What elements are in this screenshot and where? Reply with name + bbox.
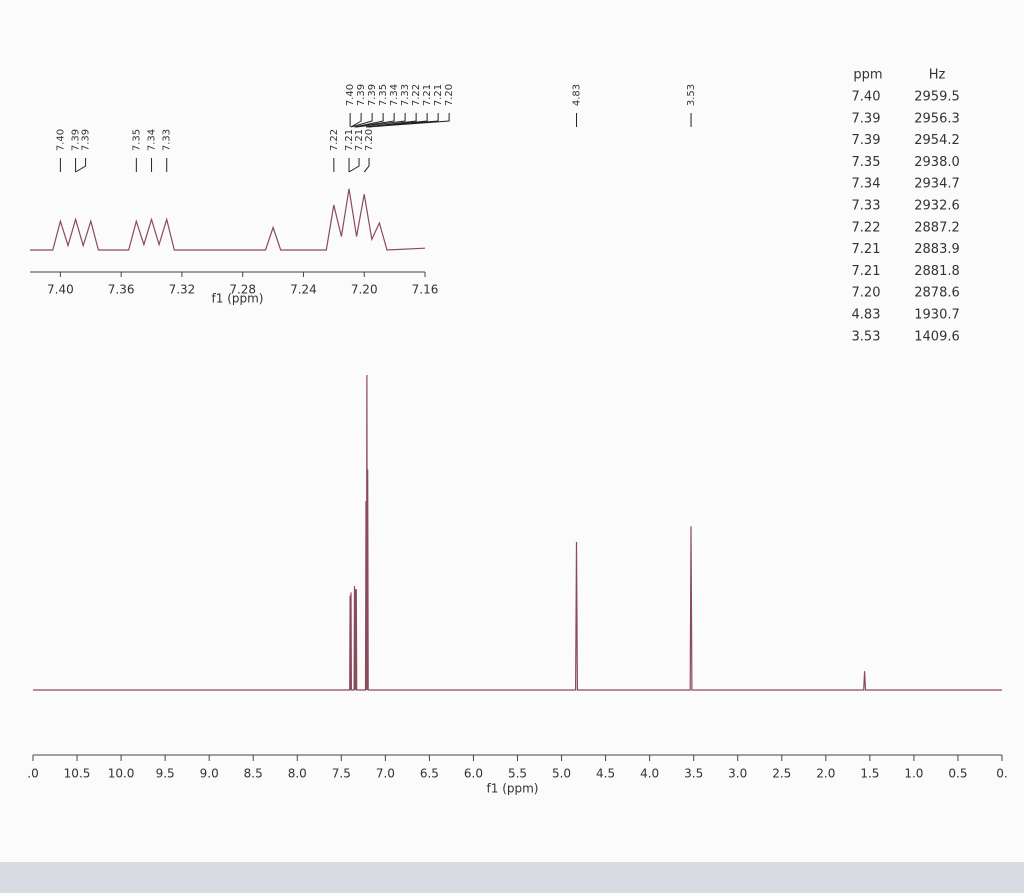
peak-label: 7.20 xyxy=(364,129,375,151)
table-header: Hz xyxy=(929,68,946,83)
table-cell: 2878.6 xyxy=(914,286,960,301)
peak-label: 7.35 xyxy=(378,84,389,106)
page-edge xyxy=(0,862,1024,893)
table-cell: 1930.7 xyxy=(914,308,960,323)
x-tick-label: 6.0 xyxy=(464,767,483,781)
peak-leader xyxy=(355,113,395,128)
peak-label: 7.22 xyxy=(411,84,422,106)
spectrum-line xyxy=(33,374,1002,691)
table-cell: 7.35 xyxy=(852,155,881,170)
peak-label: 7.21 xyxy=(354,129,365,151)
table-cell: 7.33 xyxy=(852,199,881,214)
peak-label: 7.21 xyxy=(433,84,444,106)
x-tick-label: 7.36 xyxy=(108,283,135,297)
table-cell: 2934.7 xyxy=(914,177,960,192)
table-cell: 7.21 xyxy=(852,242,881,257)
x-axis-title: f1 (ppm) xyxy=(487,782,539,796)
peak-label: 7.39 xyxy=(81,129,92,151)
x-tick-label: 7.28 xyxy=(229,283,256,297)
table-cell: 7.39 xyxy=(852,111,881,126)
x-tick-label: 7.0 xyxy=(376,767,395,781)
peak-label: 7.20 xyxy=(444,84,455,106)
table-cell: 1409.6 xyxy=(914,329,960,344)
x-tick-label: 4.5 xyxy=(596,767,615,781)
x-tick-label: 10.5 xyxy=(64,767,91,781)
peak-label: 7.39 xyxy=(71,129,82,151)
peak-leader xyxy=(356,113,406,128)
x-tick-label: 3.0 xyxy=(728,767,747,781)
peak-leader xyxy=(350,113,373,128)
x-tick-label: 7.16 xyxy=(412,283,439,297)
x-tick-label: 7.5 xyxy=(332,767,351,781)
table-cell: 4.83 xyxy=(852,308,881,323)
table-cell: 7.21 xyxy=(852,264,881,279)
table-cell: 3.53 xyxy=(852,329,881,344)
x-tick-label: 0.5 xyxy=(948,767,967,781)
x-tick-label: 0. xyxy=(996,767,1007,781)
peak-label: 7.40 xyxy=(55,129,66,151)
peak-label: 7.34 xyxy=(389,84,400,106)
x-tick-label: 3.5 xyxy=(684,767,703,781)
x-tick-label: 2.5 xyxy=(772,767,791,781)
x-tick-label: 9.5 xyxy=(156,767,175,781)
peak-label: 7.33 xyxy=(400,84,411,106)
peak-label: 7.39 xyxy=(367,84,378,106)
table-cell: 2959.5 xyxy=(914,90,960,105)
x-tick-label: 7.24 xyxy=(290,283,317,297)
x-tick-label: 1.5 xyxy=(860,767,879,781)
peak-leader xyxy=(363,158,370,173)
peak-label: 7.35 xyxy=(131,129,142,151)
x-tick-label: 9.0 xyxy=(200,767,219,781)
x-tick-label: 4.0 xyxy=(640,767,659,781)
table-cell: 7.20 xyxy=(852,286,881,301)
peak-label: 4.83 xyxy=(572,84,583,106)
table-cell: 2938.0 xyxy=(914,155,960,170)
table-cell: 2956.3 xyxy=(914,111,960,126)
peak-leader xyxy=(354,113,384,128)
table-cell: 7.40 xyxy=(852,90,881,105)
x-tick-label: 7.32 xyxy=(169,283,196,297)
peak-label: 7.21 xyxy=(344,129,355,151)
peak-label: 7.34 xyxy=(147,129,158,151)
x-axis-title: f1 (ppm) xyxy=(212,292,264,306)
peak-label: 3.53 xyxy=(686,84,697,106)
table-cell: 7.39 xyxy=(852,133,881,148)
peak-leader xyxy=(367,113,450,128)
table-cell: 2887.2 xyxy=(914,220,960,235)
table-cell: 2954.2 xyxy=(914,133,960,148)
table-cell: 2881.8 xyxy=(914,264,960,279)
peak-label: 7.40 xyxy=(345,84,356,106)
x-tick-label: 7.20 xyxy=(351,283,378,297)
x-tick-label: 5.0 xyxy=(552,767,571,781)
x-tick-label: 10.0 xyxy=(108,767,135,781)
peak-leader xyxy=(75,158,87,173)
peak-label: 7.21 xyxy=(422,84,433,106)
x-tick-label: 8.5 xyxy=(244,767,263,781)
table-cell: 2883.9 xyxy=(914,242,960,257)
x-tick-label: 6.5 xyxy=(420,767,439,781)
peak-label: 7.33 xyxy=(162,129,173,151)
peak-leader xyxy=(348,158,360,173)
x-tick-label: 1.0 xyxy=(904,767,923,781)
peak-label: 7.22 xyxy=(329,129,340,151)
spectrum-line xyxy=(30,188,426,251)
peak-leader xyxy=(350,113,362,128)
table-header: ppm xyxy=(853,68,882,83)
x-tick-label: 5.5 xyxy=(508,767,527,781)
x-tick-label: 8.0 xyxy=(288,767,307,781)
table-cell: 2932.6 xyxy=(914,199,960,214)
x-tick-label: 7.40 xyxy=(47,283,74,297)
table-cell: 7.34 xyxy=(852,177,881,192)
x-tick-label: 2.0 xyxy=(816,767,835,781)
x-tick-label: .0 xyxy=(27,767,38,781)
table-cell: 7.22 xyxy=(852,220,881,235)
peak-label: 7.39 xyxy=(356,84,367,106)
